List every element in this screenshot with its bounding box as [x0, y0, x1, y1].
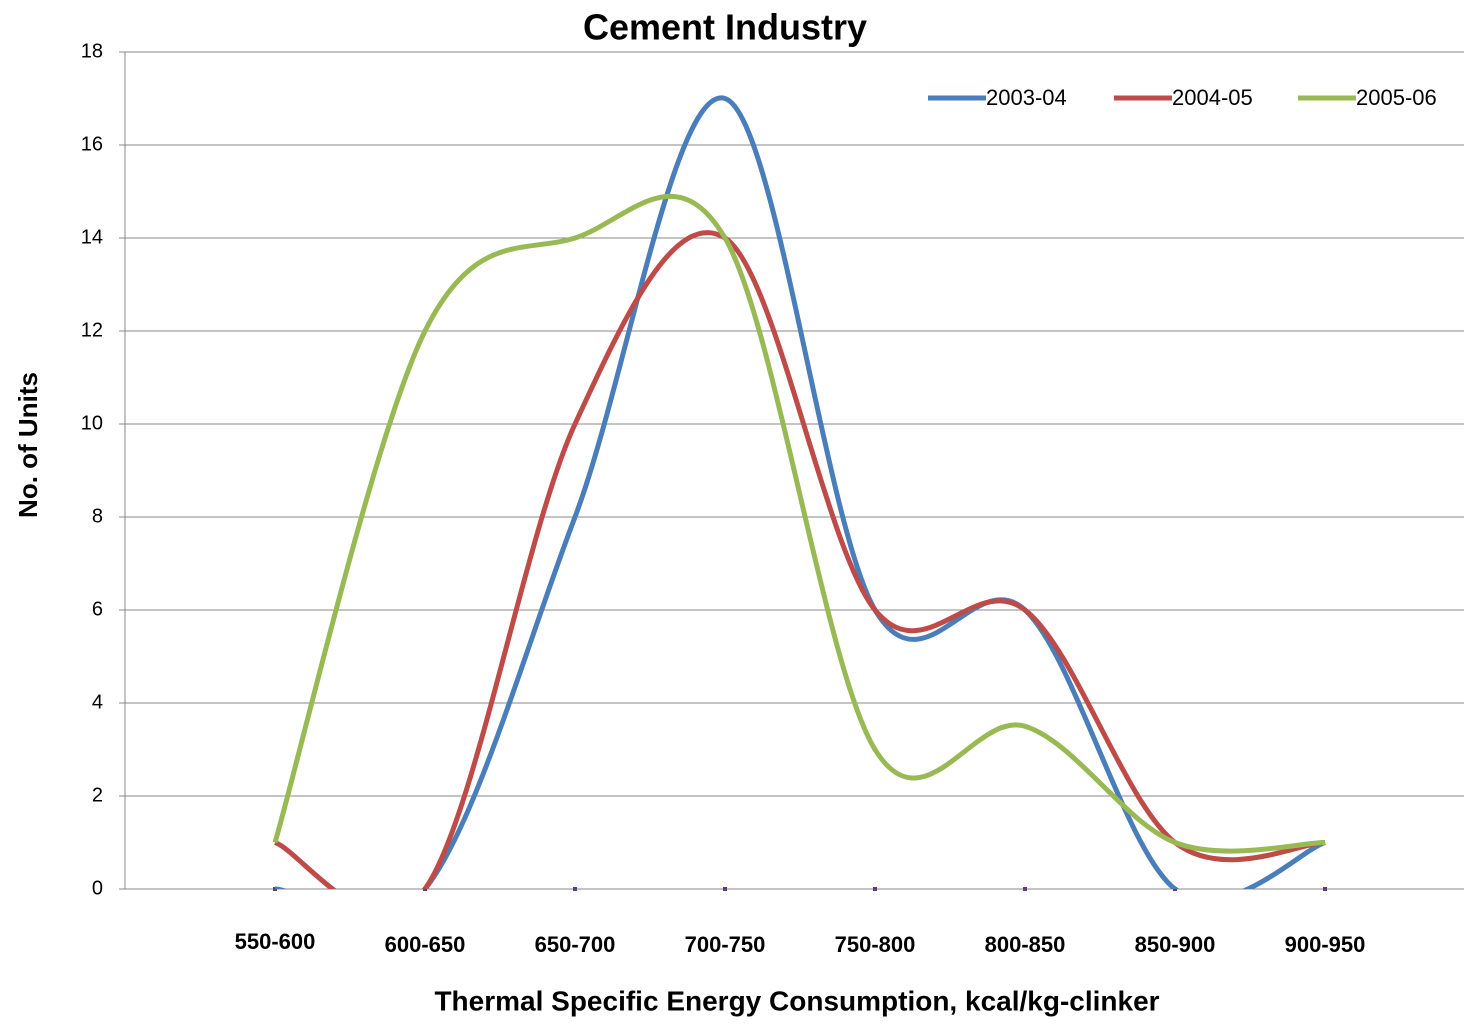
x-tick-label: 700-750	[685, 932, 766, 957]
series-line	[273, 230, 1326, 889]
x-tick-label: 850-900	[1135, 932, 1216, 957]
y-tick-label: 16	[81, 133, 103, 155]
x-tick-label: 550-600	[235, 929, 316, 954]
y-tick-label: 6	[92, 598, 103, 620]
x-tick	[1323, 887, 1327, 891]
y-tick-label: 2	[92, 784, 103, 806]
y-tick-label: 18	[81, 40, 103, 62]
x-tick	[573, 887, 577, 891]
x-tick	[1023, 887, 1027, 891]
y-tick-label: 0	[92, 877, 103, 899]
y-tick-label: 10	[81, 412, 103, 434]
x-tick	[873, 887, 877, 891]
x-tick	[723, 887, 727, 891]
x-tick-label: 650-700	[535, 932, 616, 957]
legend-label: 2004-05	[1172, 85, 1253, 110]
x-tick-label: 600-650	[385, 932, 466, 957]
plot-area	[272, 95, 1326, 889]
y-tick-label: 14	[81, 226, 103, 248]
x-tick-label: 800-850	[985, 932, 1066, 957]
y-tick-label: 12	[81, 319, 103, 341]
legend-label: 2005-06	[1356, 85, 1437, 110]
legend-label: 2003-04	[986, 85, 1067, 110]
series-line	[272, 193, 1326, 854]
x-tick-label: 750-800	[835, 932, 916, 957]
chart-title: Cement Industry	[583, 7, 867, 48]
y-axis-label: No. of Units	[13, 372, 43, 518]
y-tick-label: 4	[92, 691, 103, 713]
x-axis-label: Thermal Specific Energy Consumption, kca…	[434, 985, 1159, 1016]
y-tick-label: 8	[92, 505, 103, 527]
series-line	[275, 95, 1326, 889]
x-tick-label: 900-950	[1285, 932, 1366, 957]
